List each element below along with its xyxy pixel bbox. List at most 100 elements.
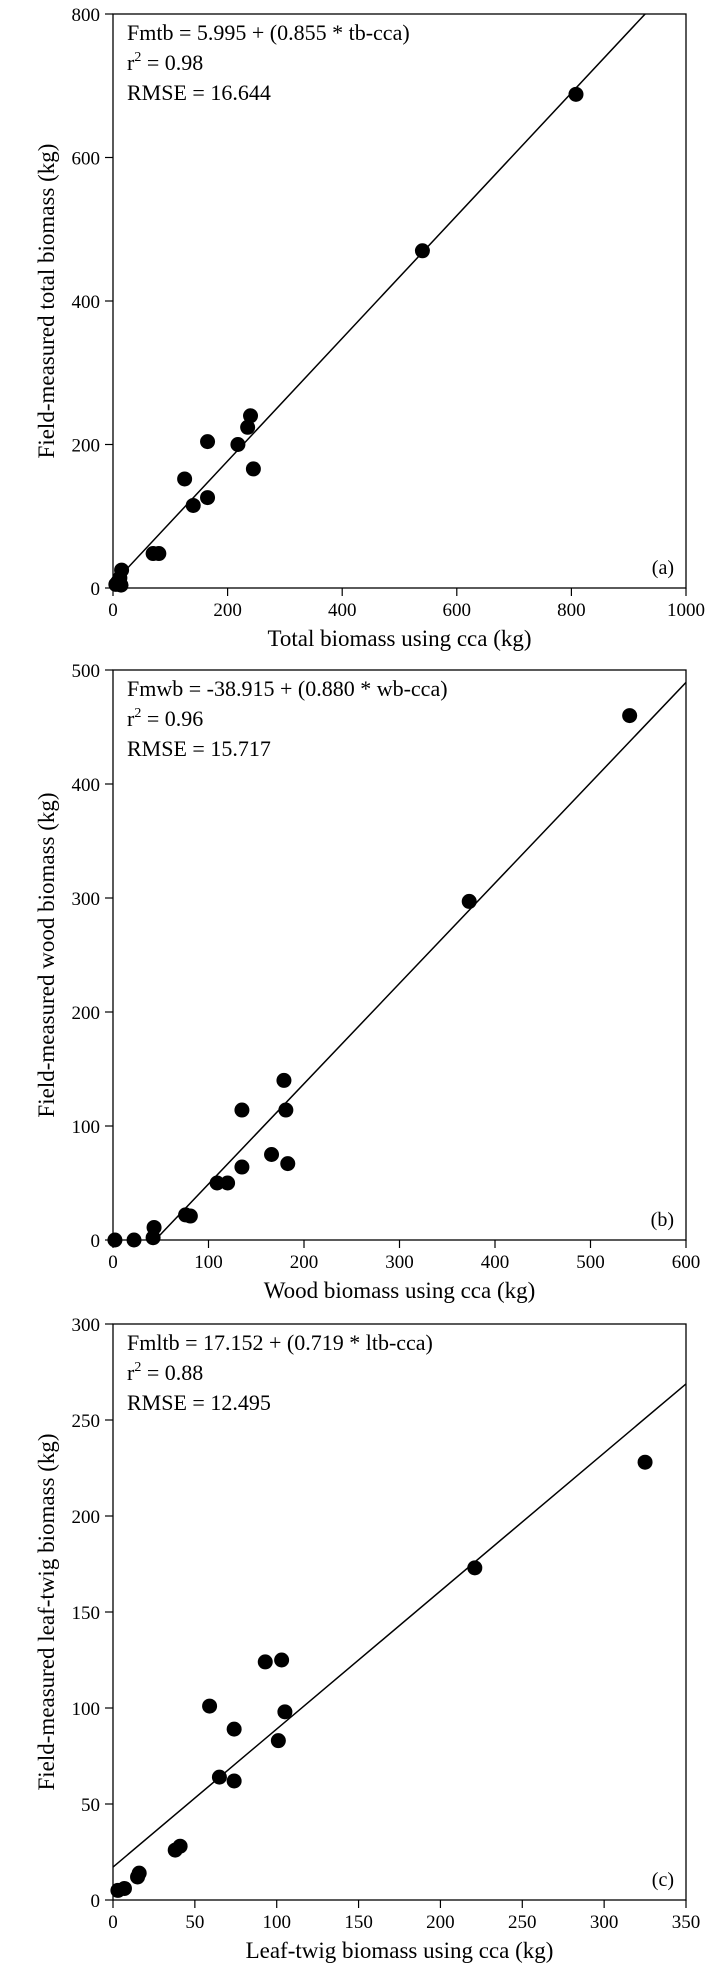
x-tick-label: 0 [108,1252,118,1273]
data-point [461,893,477,909]
data-point [113,577,129,593]
data-point [209,1175,225,1191]
panel-c-regression-line [113,1383,686,1868]
x-tick-label: 500 [576,1252,605,1273]
data-point [107,1232,123,1248]
data-point [234,1102,250,1118]
y-tick-label: 50 [81,1795,100,1816]
panel-a-r-squared: r2 = 0.98 [127,50,203,75]
x-tick-label: 100 [194,1252,223,1273]
data-point [177,471,193,487]
panel-b-equation: Fmwb = -38.915 + (0.880 * wb-cca) [127,676,448,701]
x-tick-label: 400 [328,600,357,621]
panel-a-y-axis-title: Field-measured total biomass (kg) [34,144,59,459]
data-point [264,1147,280,1162]
data-point [185,497,201,513]
x-tick-label: 200 [213,600,242,621]
y-tick-label: 0 [91,1891,101,1912]
x-tick-label: 250 [508,1912,537,1933]
x-tick-label: 100 [262,1912,291,1933]
x-tick-label: 600 [443,600,472,621]
y-tick-label: 300 [72,889,101,910]
data-point [151,546,167,562]
panel-b-rmse: RMSE = 15.717 [127,736,271,761]
x-tick-label: 600 [672,1252,701,1273]
x-tick-label: 400 [481,1252,510,1273]
y-tick-label: 0 [91,579,101,600]
data-point [146,1219,162,1235]
panel-c-y-axis-title: Field-measured leaf-twig biomass (kg) [34,1433,59,1790]
y-tick-label: 200 [72,436,101,457]
data-point [172,1838,188,1854]
y-tick-label: 500 [72,661,101,682]
panel-c-chart: 0 50 100 150 200 250 300 350 0 50 100 150 200 250 300 L… [34,1315,700,1963]
x-tick-label: 1000 [667,600,705,621]
data-point [270,1733,286,1749]
panel-b-regression-line [154,681,686,1240]
data-point [182,1208,198,1224]
x-tick-label: 200 [426,1912,455,1933]
y-tick-label: 100 [72,1117,101,1138]
panel-c-label: (c) [652,1869,674,1891]
panel-c-equation: Fmltb = 17.152 + (0.719 * ltb-cca) [127,1330,433,1355]
x-tick-label: 150 [344,1912,373,1933]
data-point [278,1102,294,1118]
y-tick-label: 600 [72,149,101,170]
data-point [202,1698,218,1714]
x-tick-label: 0 [108,1912,118,1933]
x-tick-label: 300 [385,1252,414,1273]
data-point [568,86,584,102]
panel-b-y-axis-title: Field-measured wood biomass (kg) [34,792,59,1117]
x-tick-label: 200 [290,1252,319,1273]
panel-a-equation: Fmtb = 5.995 + (0.855 * tb-cca) [127,20,410,45]
data-point [245,461,261,477]
y-tick-label: 400 [72,775,101,796]
data-point [226,1773,242,1789]
data-point [200,434,216,450]
data-point [211,1769,227,1785]
data-point [200,490,216,506]
data-point [226,1721,242,1737]
data-point [240,419,256,435]
x-tick-label: 350 [672,1912,701,1933]
y-tick-label: 800 [72,5,101,26]
x-tick-label: 0 [108,600,118,621]
data-point [274,1652,290,1668]
y-tick-label: 300 [72,1315,101,1336]
data-point [622,708,638,724]
panel-a-chart: 0 200 400 600 800 1000 0 200 400 600 800 Total biom… [34,5,705,651]
panel-a-label: (a) [652,557,674,579]
data-point [114,562,130,578]
panel-a-rmse: RMSE = 16.644 [127,80,271,105]
panel-c-rmse: RMSE = 12.495 [127,1390,271,1415]
y-tick-label: 200 [72,1507,101,1528]
x-tick-label: 800 [557,600,586,621]
data-point [257,1654,273,1670]
data-point [277,1704,293,1720]
data-point [116,1880,132,1896]
y-tick-label: 100 [72,1699,101,1720]
panel-a-x-axis-title: Total biomass using cca (kg) [267,626,531,651]
panel-b-chart: 0 100 200 300 400 500 600 0 100 200 300 400 500 Wood … [34,661,700,1303]
data-point [414,243,430,259]
panel-c-r-squared: r2 = 0.88 [127,1360,203,1385]
panel-a-regression-line [113,14,647,585]
x-tick-label: 50 [185,1912,204,1933]
data-point [243,408,259,424]
data-point [280,1156,296,1172]
data-point [131,1865,147,1881]
panel-b-label: (b) [651,1209,674,1231]
data-point [220,1175,236,1191]
data-point [234,1159,250,1175]
data-point [126,1232,142,1248]
x-tick-label: 300 [590,1912,619,1933]
panel-b-x-axis-title: Wood biomass using cca (kg) [264,1278,536,1303]
y-tick-label: 150 [72,1603,101,1624]
data-point [276,1072,292,1088]
data-point [637,1454,653,1470]
y-tick-label: 0 [91,1231,101,1252]
panel-c-x-axis-title: Leaf-twig biomass using cca (kg) [246,1938,554,1963]
y-tick-label: 400 [72,292,101,313]
data-point [230,437,246,452]
